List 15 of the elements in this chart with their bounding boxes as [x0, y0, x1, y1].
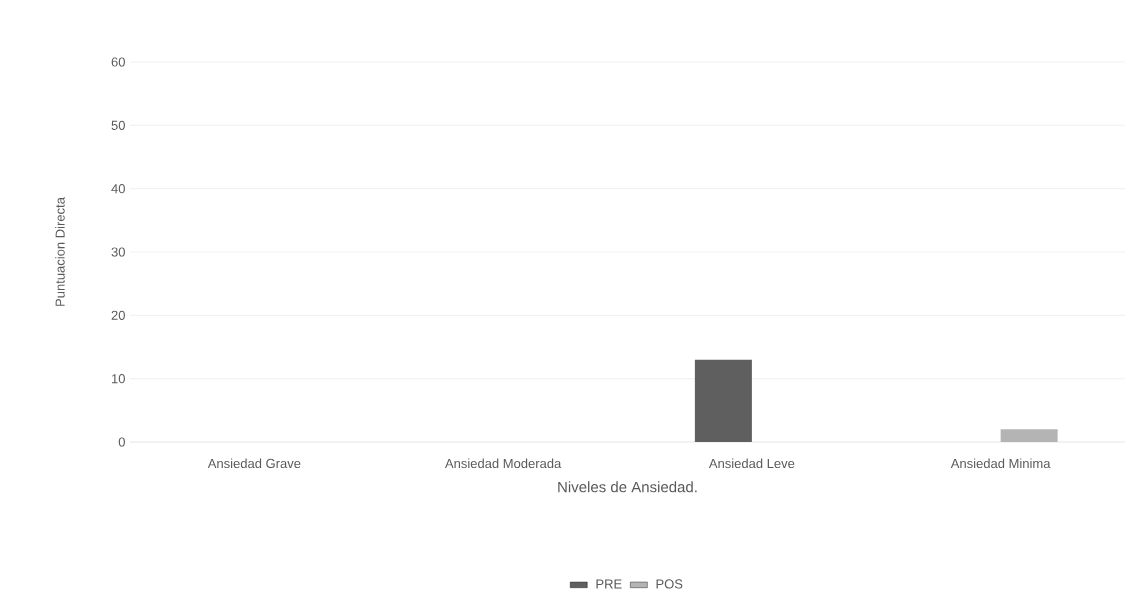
x-tick-label: Ansiedad Moderada [444, 458, 562, 469]
x-tick-label: Ansiedad Leve [708, 458, 795, 469]
y-axis-title: Puntuacion Directa [55, 197, 65, 306]
y-tick-label: 0 [118, 437, 125, 447]
y-tick-label: 20 [111, 310, 125, 320]
x-tick-label: Ansiedad Grave [207, 458, 301, 469]
y-tick-label: 60 [111, 57, 125, 67]
legend-label: POS [656, 579, 683, 589]
x-tick-label: Ansiedad Minima [950, 458, 1051, 469]
y-tick-label: 50 [111, 120, 125, 130]
y-tick-label: 40 [111, 184, 125, 194]
x-axis-title: Niveles de Ansiedad. [558, 481, 697, 493]
y-tick-label: 30 [111, 247, 125, 257]
legend-label: PRE [596, 579, 622, 589]
y-tick-label: 10 [111, 374, 125, 384]
